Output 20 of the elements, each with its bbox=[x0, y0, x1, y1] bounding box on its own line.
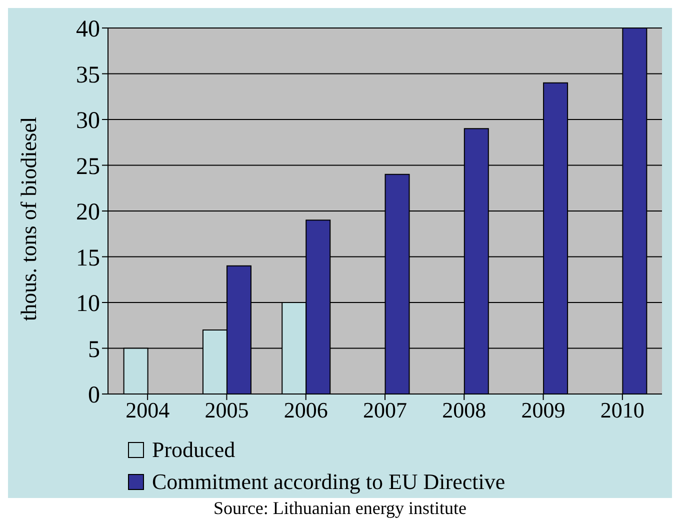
legend-label: Produced bbox=[152, 437, 236, 463]
y-axis-title: thous. tons of biodiesel bbox=[16, 116, 41, 321]
y-tick-label: 40 bbox=[76, 16, 100, 43]
x-tick-label: 2007 bbox=[363, 398, 407, 423]
legend-label: Commitment according to EU Directive bbox=[152, 469, 506, 495]
y-tick-label: 30 bbox=[76, 108, 100, 134]
y-tick-label: 35 bbox=[76, 62, 100, 88]
y-tick-label: 5 bbox=[88, 336, 100, 363]
x-tick-label: 2005 bbox=[204, 398, 249, 423]
y-tick-label: 10 bbox=[76, 291, 100, 318]
x-tick-label: 2009 bbox=[521, 398, 566, 423]
y-tick-label: 15 bbox=[76, 245, 100, 272]
x-tick-label: 2010 bbox=[600, 398, 644, 423]
x-tick-label: 2006 bbox=[284, 398, 328, 423]
y-tick-label: 25 bbox=[76, 154, 100, 180]
x-tick-label: 2004 bbox=[126, 398, 170, 423]
source-note: Source: Lithuanian energy institute bbox=[212, 498, 468, 519]
y-tick-label: 0 bbox=[88, 382, 100, 409]
y-tick-label: 20 bbox=[76, 200, 100, 226]
x-tick-label: 2008 bbox=[442, 398, 486, 423]
